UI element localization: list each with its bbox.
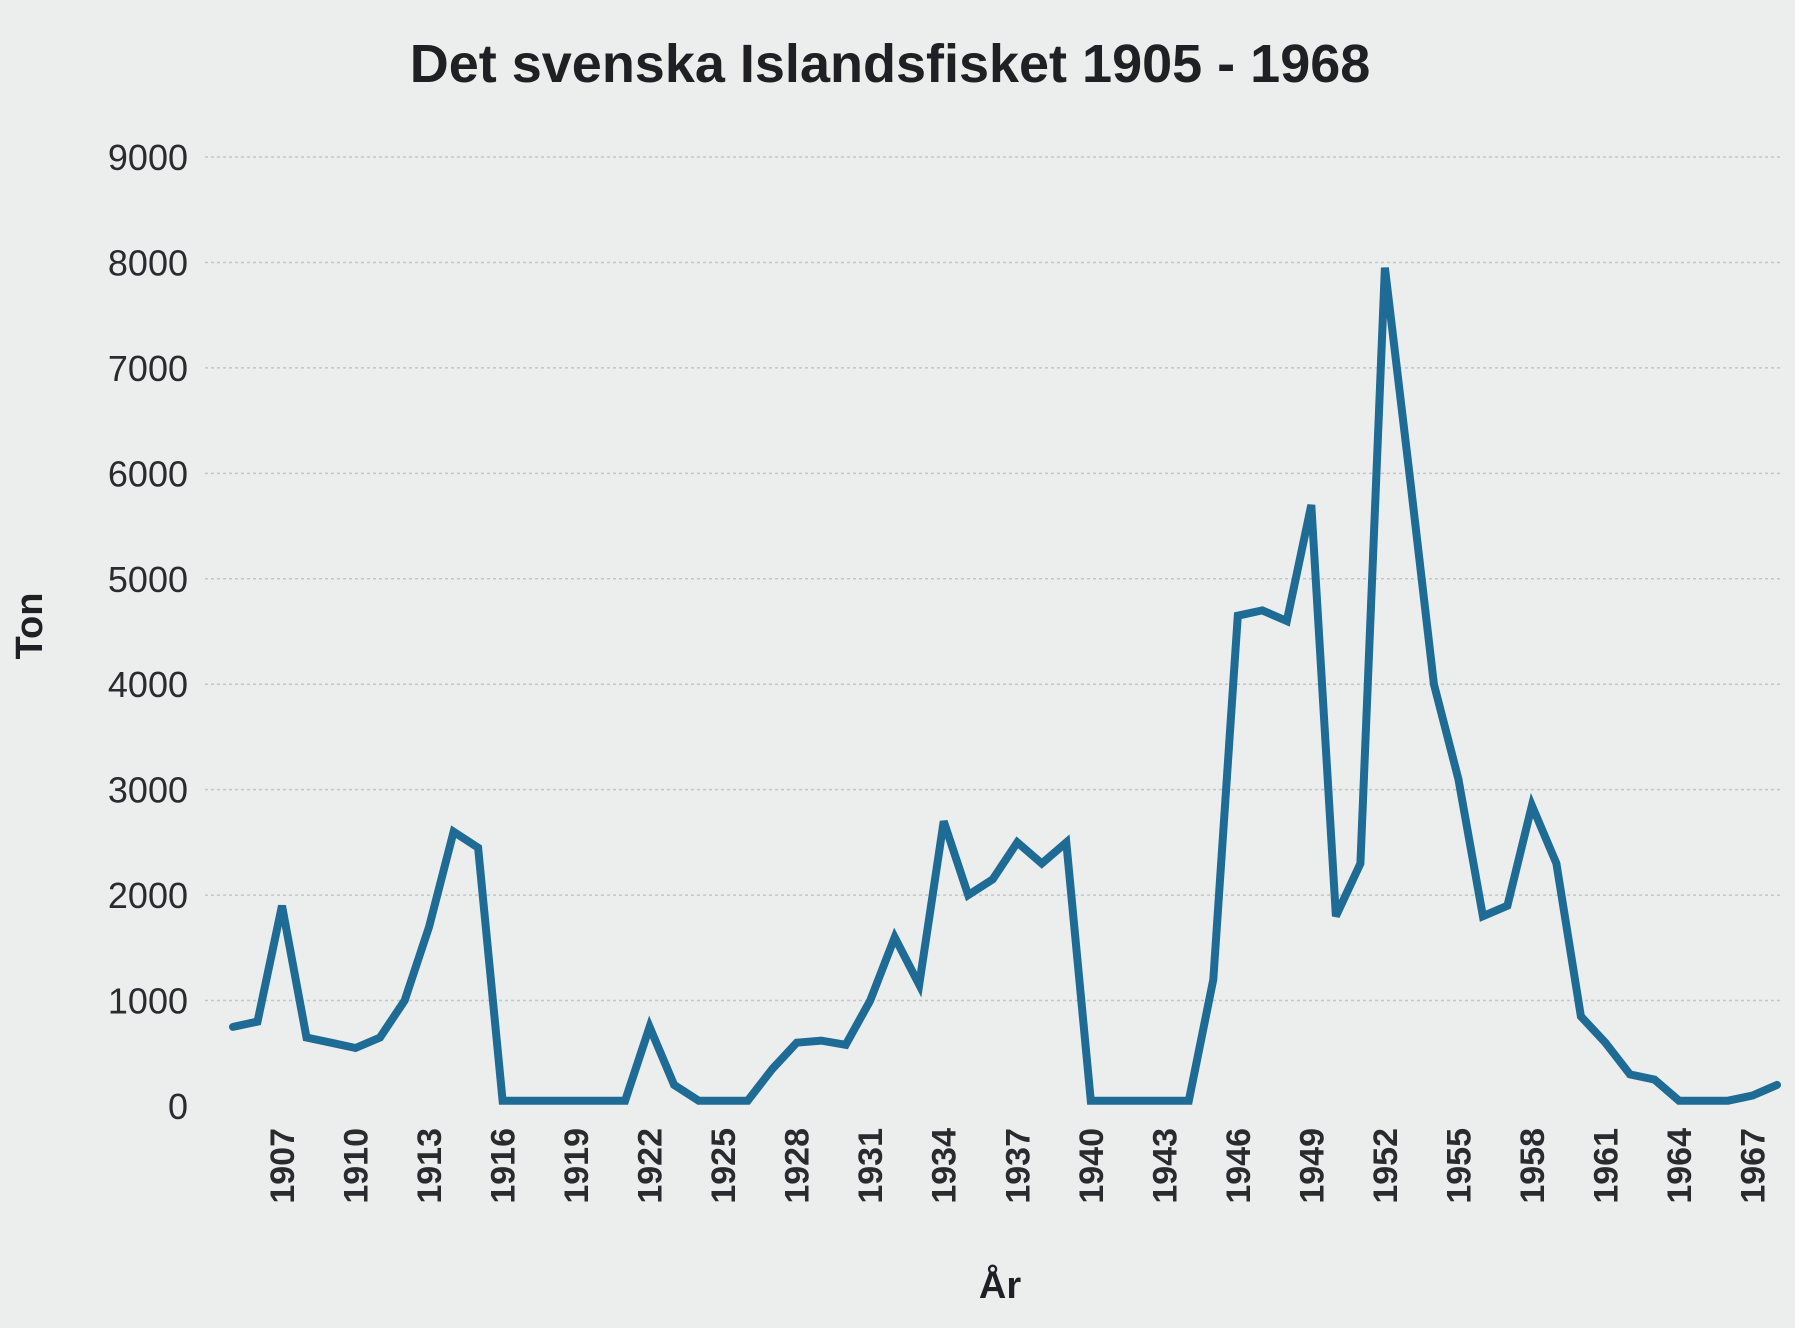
y-tick-label: 1000 [108, 981, 188, 1022]
x-tick-label: 1943 [1146, 1128, 1184, 1204]
gridlines [205, 156, 1780, 1002]
y-tick-label: 5000 [108, 559, 188, 600]
y-tick-label: 6000 [108, 453, 188, 494]
y-tick-label: 7000 [108, 348, 188, 389]
y-axis-label: Ton [9, 593, 51, 660]
x-tick-label: 1958 [1514, 1128, 1552, 1204]
x-tick-label: 1967 [1734, 1128, 1772, 1204]
x-tick-label: 1910 [338, 1128, 376, 1204]
x-tick-label: 1934 [926, 1128, 964, 1204]
y-axis-ticks: 0 1000 2000 3000 4000 5000 6000 7000 8000 9000 [108, 137, 188, 1127]
x-tick-label: 1955 [1440, 1128, 1478, 1204]
y-tick-label: 0 [168, 1086, 188, 1127]
x-tick-label: 1940 [1073, 1128, 1111, 1204]
x-tick-label: 1916 [485, 1128, 523, 1204]
x-tick-label: 1946 [1220, 1128, 1258, 1204]
y-tick-label: 2000 [108, 875, 188, 916]
x-tick-label: 1937 [999, 1128, 1037, 1204]
x-tick-label: 1964 [1661, 1128, 1699, 1204]
chart-title: Det svenska Islandsfisket 1905 - 1968 [410, 34, 1371, 94]
x-tick-label: 1907 [264, 1128, 302, 1204]
x-axis-ticks: 1907 1910 1913 1916 1919 1922 1925 1928 1931 1934… [264, 1128, 1772, 1204]
x-tick-label: 1922 [632, 1128, 670, 1204]
x-tick-label: 1925 [705, 1128, 743, 1204]
x-tick-label: 1913 [411, 1128, 449, 1204]
y-tick-label: 3000 [108, 770, 188, 811]
x-tick-label: 1949 [1293, 1128, 1331, 1204]
y-tick-label: 8000 [108, 242, 188, 283]
series-line [229, 267, 1781, 1105]
data-points [232, 267, 1778, 1101]
x-tick-label: 1961 [1587, 1128, 1625, 1204]
x-tick-label: 1931 [852, 1128, 890, 1204]
x-axis-label: År [979, 1263, 1021, 1307]
y-tick-label: 9000 [108, 137, 188, 178]
x-tick-label: 1952 [1367, 1128, 1405, 1204]
x-tick-label: 1919 [558, 1128, 596, 1204]
y-tick-label: 4000 [108, 664, 188, 705]
x-tick-label: 1928 [779, 1128, 817, 1204]
